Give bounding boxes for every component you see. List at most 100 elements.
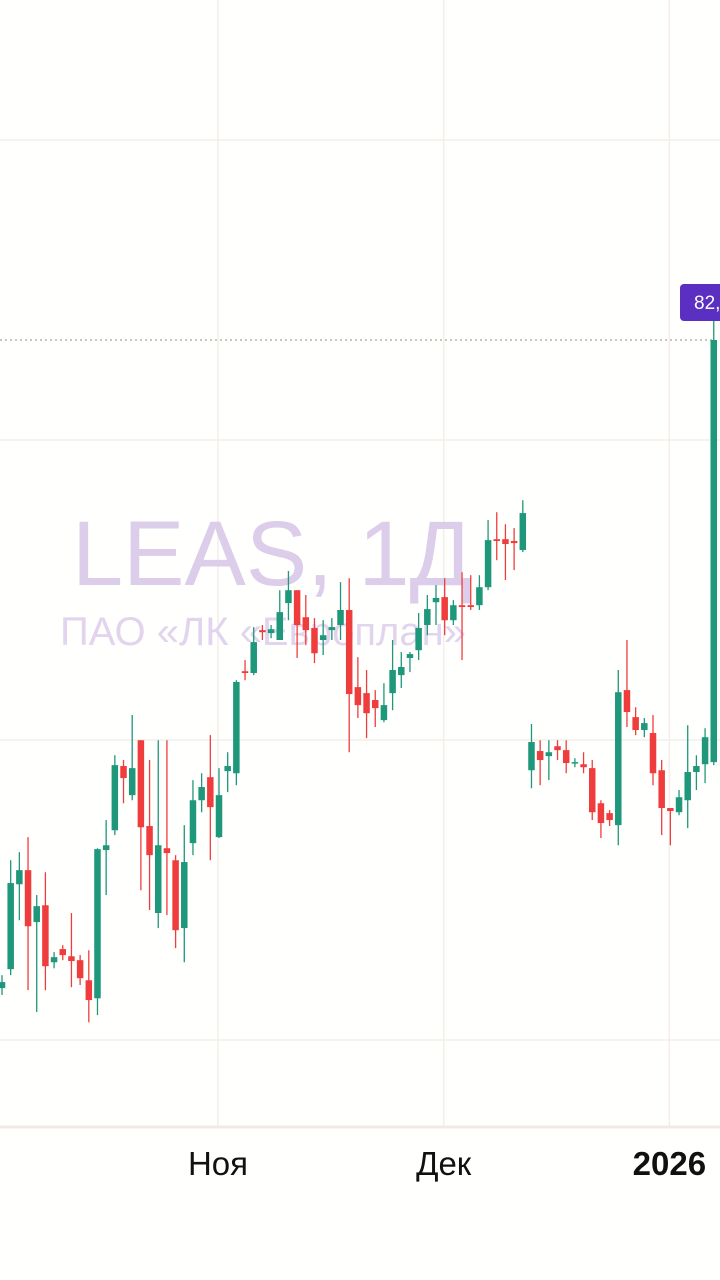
candle-body <box>615 692 622 826</box>
candle-up <box>181 825 188 963</box>
candle-body <box>398 667 405 676</box>
candle-up <box>33 895 40 1013</box>
candle-down <box>606 810 613 827</box>
candle-body <box>319 635 327 641</box>
x-tick-label: 2026 <box>633 1145 706 1182</box>
candle-down <box>345 578 353 753</box>
candle-up <box>0 975 6 995</box>
candle-body <box>111 765 119 831</box>
candle-up <box>484 519 492 591</box>
candle-body <box>641 723 648 731</box>
candle-body <box>528 742 535 771</box>
candle-up <box>319 620 327 656</box>
candle-body <box>606 813 613 821</box>
candle-up <box>450 600 457 626</box>
candle-body <box>207 777 214 808</box>
candle-down <box>24 837 32 991</box>
candle-down <box>207 735 214 861</box>
candle-up <box>7 860 14 976</box>
candle-up <box>250 627 257 676</box>
candle-down <box>163 740 171 916</box>
candle-body <box>658 770 665 809</box>
candle-up <box>128 715 136 801</box>
candle-body <box>120 766 127 779</box>
candle-up <box>154 740 162 929</box>
x-tick-label: Ноя <box>188 1145 248 1182</box>
last-price-label-bg <box>680 284 720 321</box>
watermark: LEAS, 1Д ПАО «ЛК «Европлан» <box>60 503 472 654</box>
candle-up <box>476 575 483 611</box>
candle-body <box>649 733 657 774</box>
candle-body <box>7 883 14 970</box>
candle-down <box>588 760 596 821</box>
candles <box>0 318 718 1023</box>
candle-up <box>50 952 58 969</box>
candle-body <box>16 870 23 885</box>
candle-body <box>675 797 683 813</box>
candle-body <box>406 654 414 659</box>
candle-body <box>571 762 579 764</box>
candle-body <box>24 870 32 927</box>
candle-down <box>502 524 509 581</box>
candle-body <box>76 960 84 979</box>
candle-body <box>293 590 301 626</box>
candle-up <box>701 728 709 784</box>
candle-body <box>458 605 466 608</box>
candle-down <box>458 572 466 661</box>
candle-body <box>684 772 691 801</box>
candle-down <box>510 528 518 571</box>
candle-down <box>467 575 474 611</box>
candle-down <box>580 752 587 774</box>
x-axis[interactable]: Ноя Дек 2026 <box>188 1145 706 1182</box>
candle-down <box>76 955 84 986</box>
candle-up <box>233 680 240 786</box>
candle-body <box>424 609 431 626</box>
candle-up <box>519 500 527 553</box>
candle-body <box>59 949 67 956</box>
candle-body <box>328 627 336 631</box>
candle-body <box>85 980 93 1001</box>
last-price-label-text: 82, <box>694 293 720 314</box>
last-price-label[interactable]: 82, <box>680 284 720 321</box>
candle-body <box>154 845 162 914</box>
candle-body <box>189 800 197 844</box>
candle-up <box>406 652 414 673</box>
candle-up <box>615 670 622 846</box>
candle-down <box>554 740 561 761</box>
candle-up <box>215 768 223 839</box>
candle-down <box>42 872 49 991</box>
candle-down <box>68 913 75 988</box>
candle-up <box>693 755 700 791</box>
candle-body <box>146 826 153 856</box>
candle-down <box>293 590 301 659</box>
candle-up <box>337 582 344 641</box>
candle-up <box>285 571 292 621</box>
candle-body <box>50 957 58 963</box>
candle-up <box>415 613 422 661</box>
candle-up <box>94 848 101 1016</box>
candle-down <box>623 640 631 728</box>
candle-down <box>371 690 379 728</box>
candle-up <box>198 773 205 813</box>
candle-up <box>545 740 553 781</box>
candle-body <box>163 848 171 854</box>
candle-up <box>267 625 275 639</box>
candle-body <box>562 750 570 764</box>
candle-up <box>675 790 683 816</box>
candle-body <box>519 513 527 550</box>
candle-up <box>389 640 396 711</box>
candle-down <box>649 715 657 786</box>
candle-body <box>554 746 561 751</box>
candle-up <box>328 618 336 641</box>
candle-down <box>259 625 266 641</box>
candle-body <box>467 605 474 608</box>
candle-body <box>710 339 718 763</box>
candle-up <box>641 718 648 738</box>
candle-body <box>389 670 396 694</box>
candle-body <box>233 682 240 774</box>
candle-down <box>562 740 570 774</box>
grid <box>0 0 720 1127</box>
candle-up <box>16 852 23 921</box>
candle-up <box>424 595 431 636</box>
